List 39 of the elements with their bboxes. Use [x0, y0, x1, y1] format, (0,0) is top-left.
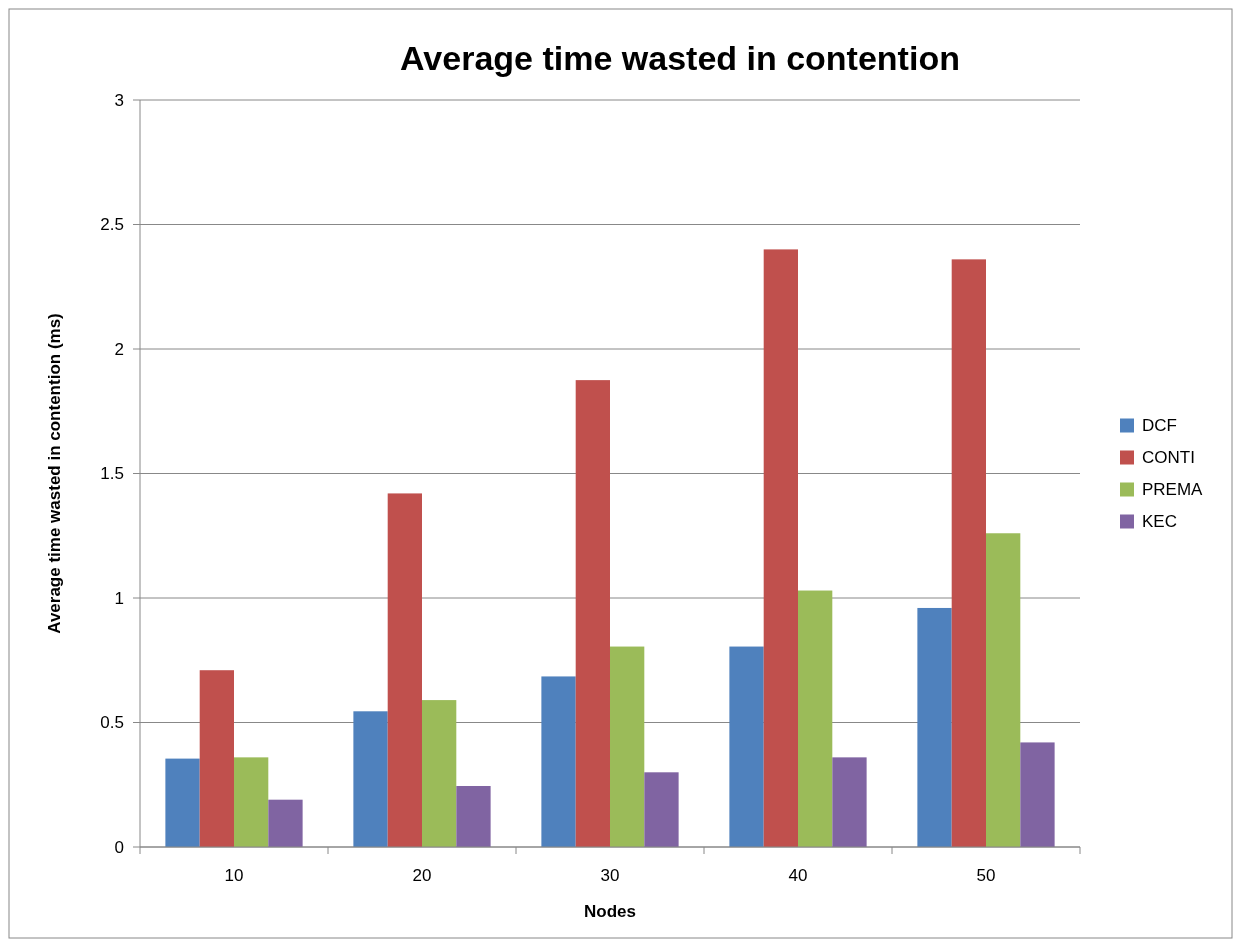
bar — [387, 493, 422, 847]
x-tick-label: 50 — [976, 866, 996, 885]
y-tick-label: 1.5 — [100, 464, 124, 484]
bar — [165, 758, 200, 847]
legend-label: PREMA — [1142, 480, 1204, 500]
bar — [541, 676, 576, 847]
y-tick-label: 3 — [114, 90, 124, 110]
bar — [644, 772, 679, 847]
y-axis-title: Average time wasted in contention (ms) — [45, 313, 64, 634]
y-tick-label: 2.5 — [100, 215, 124, 235]
bar — [917, 607, 952, 847]
legend-label: KEC — [1142, 512, 1177, 532]
y-tick-label: 1 — [114, 588, 124, 608]
bar — [456, 786, 491, 847]
bar — [1020, 742, 1055, 847]
bar — [986, 533, 1021, 847]
bar — [763, 249, 798, 847]
legend-label: CONTI — [1142, 448, 1195, 468]
x-tick-label: 10 — [224, 866, 244, 885]
y-tick-label: 0.5 — [100, 713, 124, 733]
x-tick-label: 30 — [600, 866, 620, 885]
bar — [353, 711, 388, 847]
bar — [610, 646, 645, 847]
bar — [951, 259, 986, 847]
bar — [832, 757, 867, 847]
bar — [729, 646, 764, 847]
legend-label: DCF — [1142, 416, 1177, 436]
x-axis-title: Nodes — [584, 902, 636, 921]
y-tick-label: 2 — [114, 339, 124, 359]
x-tick-label: 40 — [788, 866, 808, 885]
bar — [798, 590, 833, 847]
bar — [422, 700, 457, 847]
bar — [234, 757, 269, 847]
chart-title: Average time wasted in contention — [400, 39, 960, 77]
x-tick-label: 20 — [412, 866, 432, 885]
bar — [575, 380, 610, 847]
bar — [199, 670, 234, 847]
bar — [268, 799, 303, 847]
y-tick-label: 0 — [114, 837, 124, 857]
